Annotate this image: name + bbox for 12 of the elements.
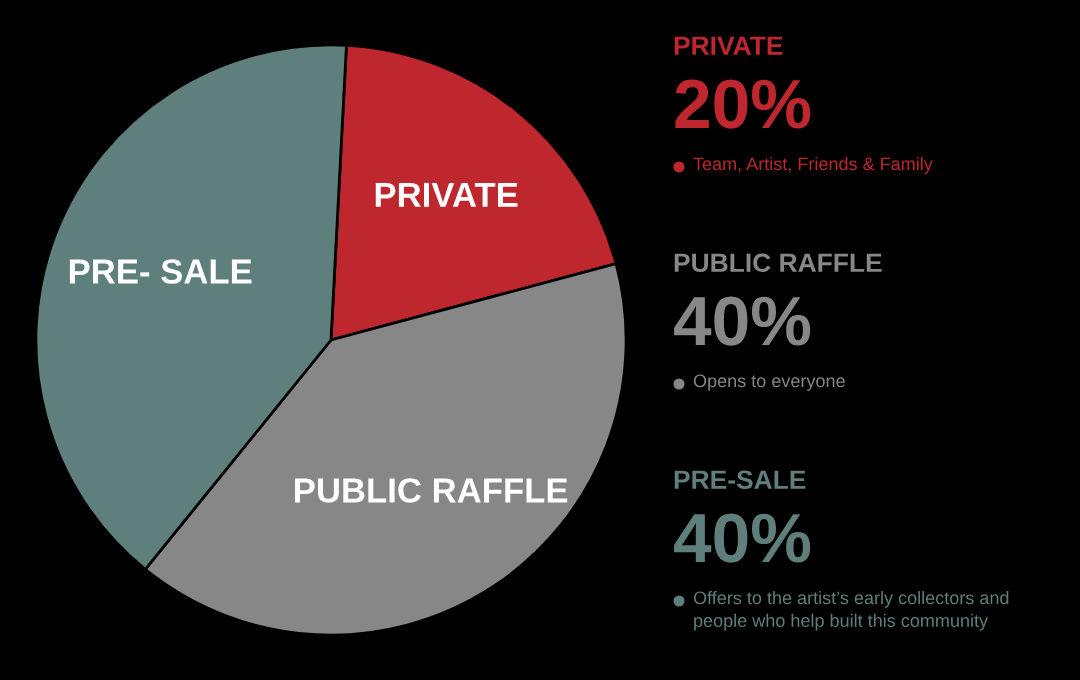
- slice-label: PUBLIC RAFFLE: [295, 478, 568, 503]
- slice-label: PRE- SALE: [69, 259, 252, 284]
- text: PRE-SALE: [674, 470, 806, 490]
- text: Team, Artist, Friends & Family: [693, 157, 933, 174]
- text: 40%: [674, 296, 811, 346]
- slice-label: PRIVATE: [375, 182, 518, 207]
- text: PRIVATE: [674, 36, 783, 55]
- text: PUBLIC RAFFLE: [674, 253, 882, 273]
- text: Opens to everyone: [693, 374, 845, 391]
- text: 20%: [675, 79, 811, 129]
- text: Offers to the artist’s early collectors and people who help built this community: [693, 591, 1009, 631]
- text: 40%: [674, 513, 811, 563]
